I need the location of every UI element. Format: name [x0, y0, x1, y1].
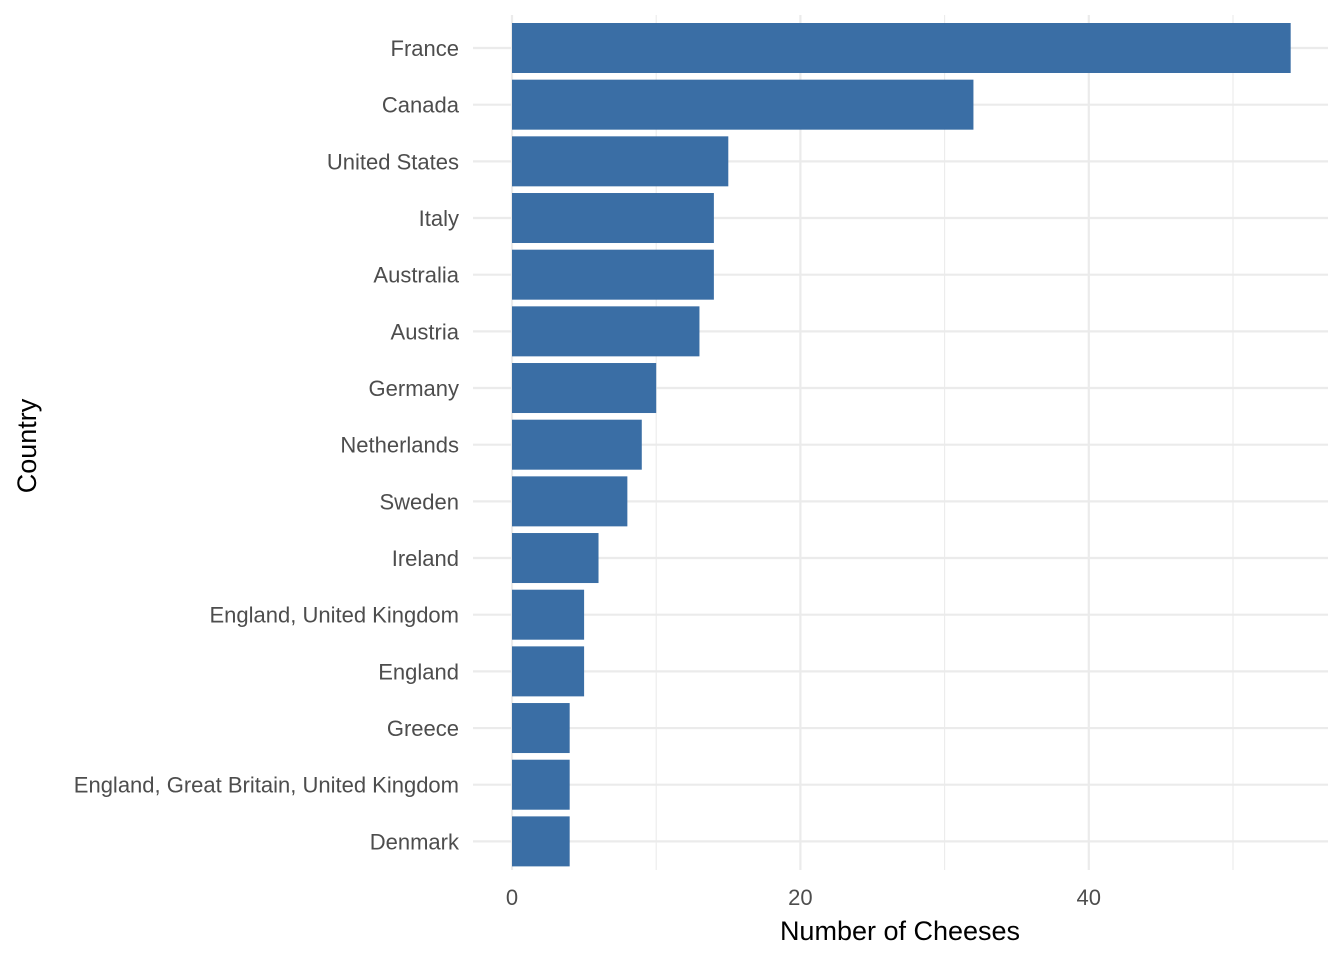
y-axis-title: Country: [12, 398, 42, 493]
y-tick-label: Germany: [369, 376, 459, 401]
bar: [512, 759, 570, 810]
y-tick-label: France: [391, 36, 459, 61]
y-tick-label: Greece: [387, 716, 459, 741]
x-tick-label: 0: [506, 885, 518, 910]
bar: [512, 193, 714, 244]
bar: [512, 703, 570, 754]
y-tick-label: Ireland: [392, 546, 459, 571]
bar: [512, 249, 714, 300]
y-tick-label: Canada: [382, 93, 460, 118]
x-tick-label: 40: [1077, 885, 1101, 910]
bar: [512, 646, 585, 697]
y-tick-label: Sweden: [379, 489, 459, 514]
bar: [512, 589, 585, 640]
bar: [512, 816, 570, 867]
y-tick-label: England, United Kingdom: [210, 603, 460, 628]
bar: [512, 306, 700, 357]
bar-layer: [512, 23, 1291, 867]
y-tick-label: Italy: [419, 206, 459, 231]
y-tick-label: England: [378, 659, 459, 684]
bar: [512, 136, 729, 187]
y-tick-label: Netherlands: [340, 433, 459, 458]
bar: [512, 419, 642, 470]
bar: [512, 533, 599, 584]
y-tick-label: Austria: [391, 319, 460, 344]
bar: [512, 23, 1291, 73]
bar: [512, 79, 974, 130]
x-tick-label: 20: [788, 885, 812, 910]
bar: [512, 363, 657, 414]
x-axis-title: Number of Cheeses: [780, 916, 1020, 946]
y-tick-label: United States: [327, 149, 459, 174]
bar: [512, 476, 628, 527]
y-tick-label: England, Great Britain, United Kingdom: [74, 773, 459, 798]
x-tick-labels: 0 20 40: [506, 885, 1101, 910]
y-tick-labels: France Canada United States Italy Australia A…: [74, 36, 460, 854]
y-tick-label: Australia: [373, 263, 459, 288]
y-tick-label: Denmark: [370, 829, 460, 854]
